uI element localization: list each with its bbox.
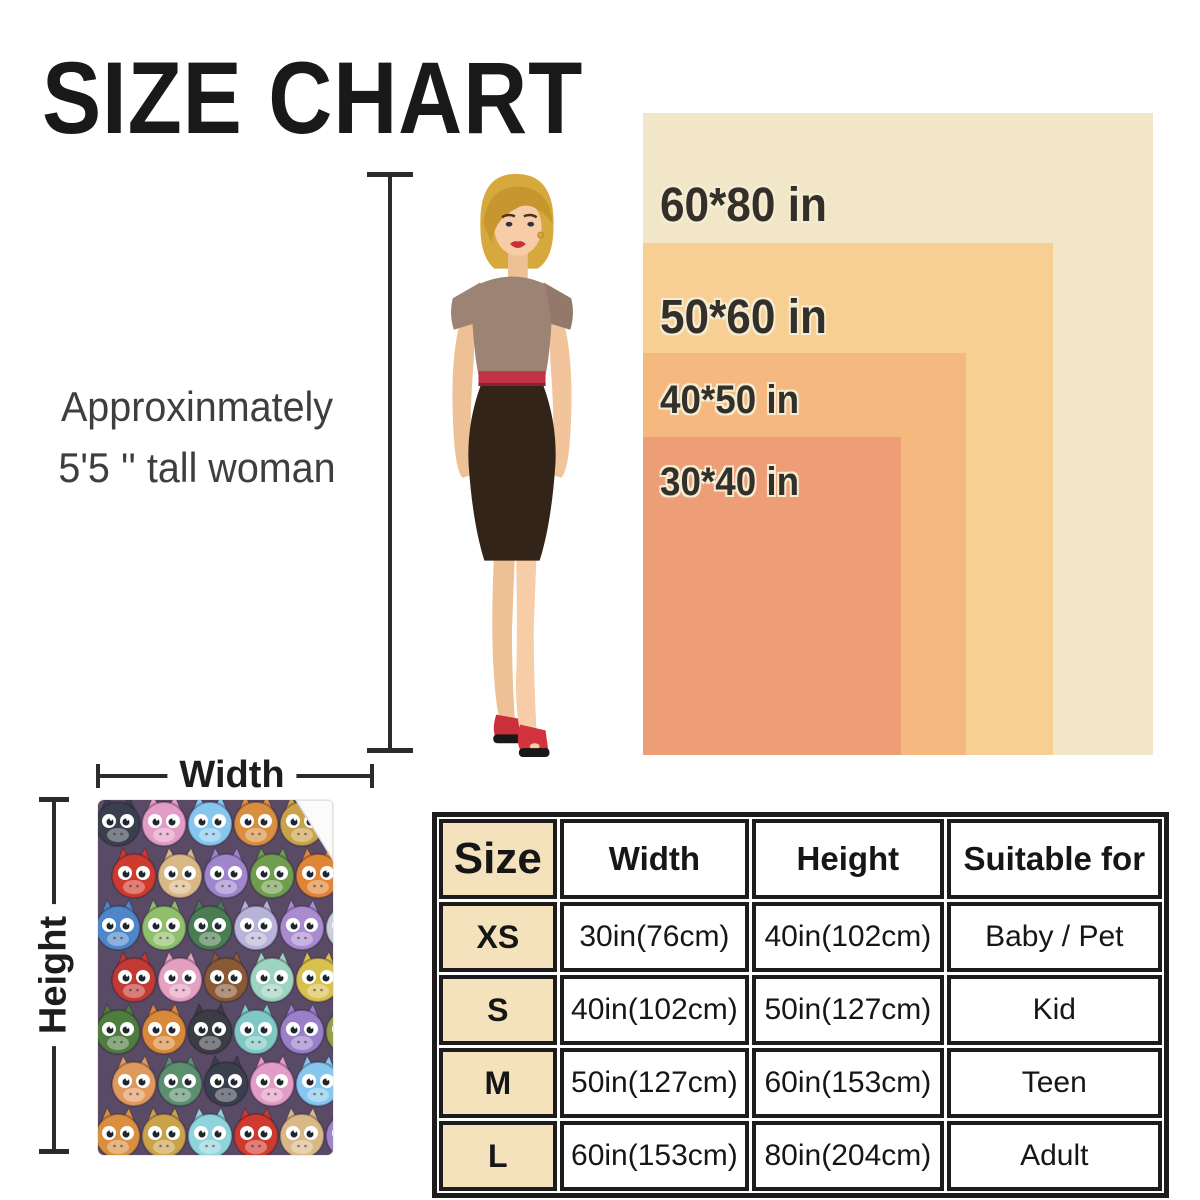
table-row-s-suitable: Kid (946, 975, 1162, 1045)
dragon-face (249, 950, 295, 1003)
dragon-face (249, 846, 295, 899)
dragon-face (325, 1116, 333, 1154)
size-table: Size Width Height Suitable for XS 30in(7… (432, 812, 1169, 1198)
dragon-face (141, 1106, 187, 1155)
dragon-face (203, 950, 249, 1003)
dragon-face (141, 800, 187, 847)
blanket-folded-corner (295, 800, 333, 862)
dragon-face (187, 898, 233, 951)
dragon-face (187, 800, 233, 847)
table-row-m-suitable: Teen (946, 1048, 1162, 1118)
dragon-face (325, 1012, 333, 1050)
dragon-face (279, 898, 325, 951)
woman-bangs (483, 186, 553, 243)
width-label: Width (167, 754, 297, 797)
woman-front-shoe (517, 724, 549, 753)
woman-skirt (468, 386, 556, 561)
height-measure-top-cap (39, 797, 69, 802)
size-rect-label-40x50: 40*50 in (660, 378, 800, 422)
woman-back-shoe (493, 714, 521, 739)
dragon-face (249, 1054, 295, 1107)
dragon-face (157, 1054, 203, 1107)
table-row-l-suitable: Adult (946, 1121, 1162, 1191)
table-row-xs-size: XS (439, 902, 557, 972)
dragon-face (203, 1054, 249, 1107)
woman-lips (510, 241, 526, 248)
model-height-note: Approxinmately 5'5 '' tall woman (33, 376, 362, 498)
woman-measure-bottom-cap (367, 748, 413, 753)
dragon-face (98, 1002, 141, 1055)
size-rect-label-60x80: 60*80 in (660, 179, 827, 232)
model-height-note-line2: 5'5 '' tall woman (58, 444, 336, 491)
dragon-face (141, 1002, 187, 1055)
table-row-l-size: L (439, 1121, 557, 1191)
table-row-l-width: 60in(153cm) (559, 1121, 750, 1191)
dragon-face (98, 898, 141, 951)
table-row-s-width: 40in(102cm) (559, 975, 750, 1045)
dragon-face (325, 908, 333, 946)
table-header-suitable: Suitable for (946, 819, 1162, 899)
dragon-face (279, 1106, 325, 1155)
width-measure-left-cap (96, 764, 100, 788)
woman-measure-top-cap (367, 172, 413, 177)
dragon-face (157, 950, 203, 1003)
woman-right-leg (515, 550, 537, 735)
height-label: Height (32, 903, 76, 1047)
dragon-face (233, 898, 279, 951)
woman-left-brow (501, 213, 516, 219)
dragon-face (187, 1106, 233, 1155)
woman-left-leg (492, 550, 515, 721)
table-row-xs-height: 40in(102cm) (752, 902, 944, 972)
table-row-m-size: M (439, 1048, 557, 1118)
dragon-face (233, 800, 279, 847)
dragon-face (295, 950, 333, 1003)
table-header-width: Width (559, 819, 750, 899)
dragon-face (111, 1054, 157, 1107)
woman-right-eye (527, 221, 535, 227)
woman-left-eye (505, 221, 513, 227)
dragon-face (233, 1002, 279, 1055)
table-row-l-height: 80in(204cm) (752, 1121, 944, 1191)
dragon-face (295, 1054, 333, 1107)
woman-earring (537, 231, 545, 239)
woman-neck (508, 250, 528, 282)
dragon-face (157, 846, 203, 899)
table-row-s-size: S (439, 975, 557, 1045)
woman-right-sleeve (543, 282, 573, 330)
woman-height-measure-line (388, 174, 392, 751)
dragon-face (279, 1002, 325, 1055)
woman-right-brow (523, 213, 538, 219)
page-title: SIZE CHART (42, 41, 584, 155)
dragon-face (141, 898, 187, 951)
table-row-xs-suitable: Baby / Pet (946, 902, 1162, 972)
table-row-xs-width: 30in(76cm) (559, 902, 750, 972)
size-rect-label-30x40: 30*40 in (660, 460, 800, 504)
height-measure-bottom-cap (39, 1149, 69, 1154)
woman-left-sleeve (451, 282, 481, 330)
blanket-image (98, 800, 333, 1155)
dragon-face (187, 1002, 233, 1055)
dragon-face (203, 846, 249, 899)
dragon-face (111, 846, 157, 899)
table-row-m-height: 60in(153cm) (752, 1048, 944, 1118)
dragon-face (111, 950, 157, 1003)
width-measure-right-cap (370, 764, 374, 788)
table-header-height: Height (752, 819, 944, 899)
table-row-s-height: 50in(127cm) (752, 975, 944, 1045)
table-row-m-width: 50in(127cm) (559, 1048, 750, 1118)
table-header-size: Size (439, 819, 557, 899)
dragon-face (98, 1106, 141, 1155)
dragon-face (233, 1106, 279, 1155)
woman-blouse (472, 276, 552, 376)
woman-illustration (451, 173, 573, 758)
dragons-layer (98, 800, 333, 1155)
size-table-grid: Size Width Height Suitable for XS 30in(7… (439, 819, 1162, 1191)
blanket-pattern (98, 800, 333, 1155)
size-rect-label-50x60: 50*60 in (660, 291, 827, 344)
dragon-face (98, 800, 141, 847)
woman-belt (478, 371, 546, 387)
model-height-note-line1: Approxinmately (60, 383, 334, 430)
dragon-face (295, 846, 333, 899)
size-rect-30x40 (643, 437, 901, 755)
